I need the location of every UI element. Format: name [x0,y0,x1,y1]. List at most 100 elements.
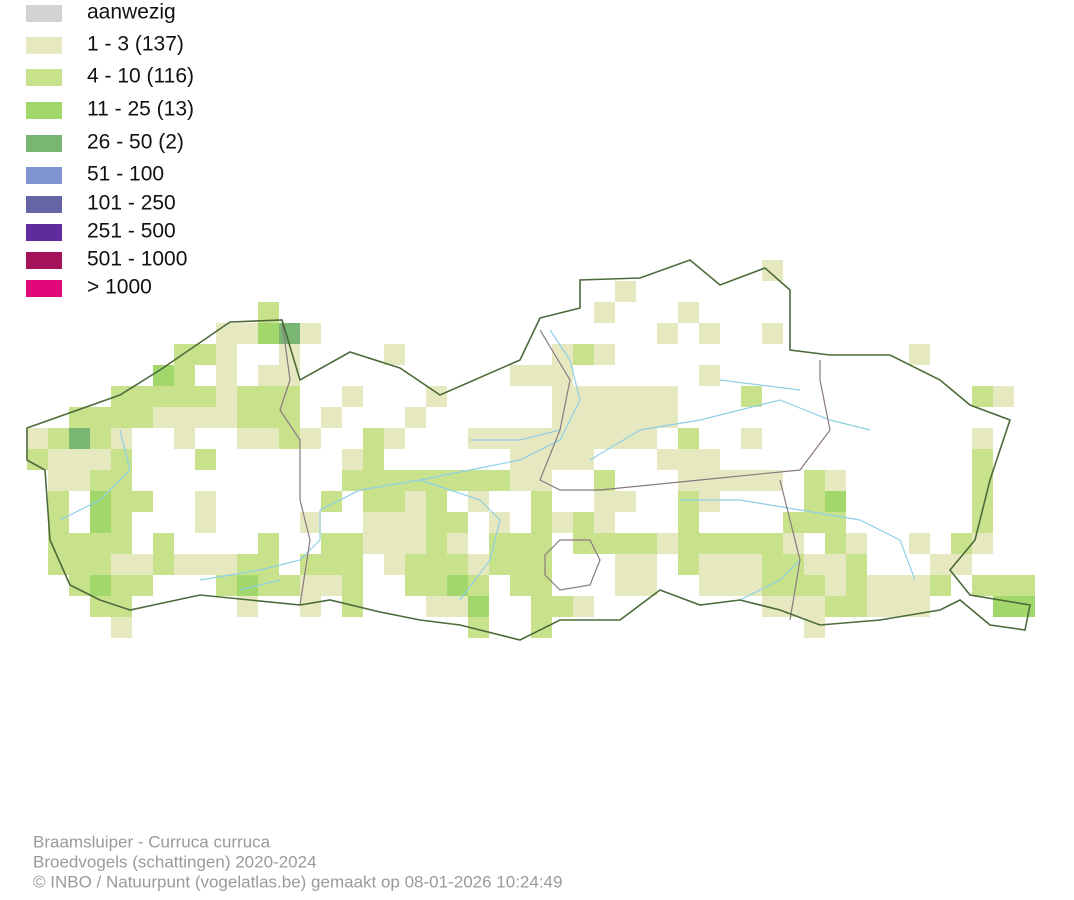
grid-cell [573,449,594,470]
grid-cell [174,428,195,449]
grid-cell [720,533,741,554]
legend-swatch [26,224,62,241]
grid-cell [279,575,300,596]
grid-cell [615,407,636,428]
grid-cell [90,512,111,533]
grid-cell [48,470,69,491]
grid-cell [783,596,804,617]
grid-cell [342,596,363,617]
grid-cell [594,407,615,428]
grid-cell [678,302,699,323]
grid-cell [531,491,552,512]
grid-cell [363,512,384,533]
grid-cell [258,365,279,386]
grid-cell [153,407,174,428]
grid-cell [216,344,237,365]
grid-cell [405,575,426,596]
grid-cell [111,470,132,491]
grid-cell [195,554,216,575]
grid-cell [573,512,594,533]
grid-cell [678,470,699,491]
grid-cell [90,491,111,512]
grid-cell [300,323,321,344]
grid-cell [48,554,69,575]
grid-cell [993,575,1014,596]
grid-cell [48,491,69,512]
grid-cells [27,260,1035,638]
grid-cell [342,575,363,596]
grid-cell [447,596,468,617]
grid-cell [216,365,237,386]
grid-cell [153,554,174,575]
grid-cell [783,554,804,575]
grid-cell [615,386,636,407]
grid-cell [510,470,531,491]
grid-cell [384,344,405,365]
grid-cell [258,554,279,575]
grid-cell [552,449,573,470]
legend-label: 4 - 10 (116) [87,65,194,88]
grid-cell [846,596,867,617]
grid-cell [69,554,90,575]
grid-cell [426,533,447,554]
grid-cell [27,428,48,449]
grid-cell [552,512,573,533]
footer-line: Braamsluiper - Curruca curruca [33,832,271,851]
grid-cell [552,596,573,617]
grid-cell [363,533,384,554]
footer: Braamsluiper - Curruca currucaBroedvogel… [33,832,562,891]
grid-cell [48,449,69,470]
grid-cell [699,323,720,344]
grid-cell [762,554,783,575]
grid-cell [174,365,195,386]
legend-label: aanwezig [87,1,176,24]
grid-cell [615,491,636,512]
legend-swatch [26,280,62,297]
grid-cell [636,386,657,407]
grid-cell [762,323,783,344]
grid-cell [405,407,426,428]
grid-cell [468,617,489,638]
grid-cell [636,575,657,596]
grid-cell [237,596,258,617]
legend-swatch [26,5,62,22]
grid-cell [237,407,258,428]
grid-cell [699,491,720,512]
grid-cell [258,575,279,596]
grid-cell [741,428,762,449]
grid-cell [300,596,321,617]
grid-cell [426,575,447,596]
grid-cell [741,575,762,596]
grid-cell [195,344,216,365]
grid-cell [678,533,699,554]
grid-cell [279,407,300,428]
grid-cell [111,617,132,638]
grid-cell [216,386,237,407]
grid-cell [69,575,90,596]
grid-cell [111,512,132,533]
grid-cell [678,512,699,533]
grid-cell [321,407,342,428]
grid-cell [972,575,993,596]
grid-cell [741,533,762,554]
grid-cell [825,554,846,575]
grid-cell [111,449,132,470]
grid-cell [510,428,531,449]
grid-cell [573,407,594,428]
legend-label: 26 - 50 (2) [87,131,184,154]
grid-cell [279,386,300,407]
legend-swatch [26,252,62,269]
grid-cell [69,449,90,470]
grid-cell [195,386,216,407]
grid-cell [69,428,90,449]
grid-cell [573,533,594,554]
grid-cell [90,554,111,575]
grid-cell [846,554,867,575]
grid-cell [510,365,531,386]
grid-cell [237,323,258,344]
grid-cell [1014,596,1035,617]
grid-cell [90,449,111,470]
grid-cell [90,428,111,449]
grid-cell [573,386,594,407]
grid-cell [657,449,678,470]
